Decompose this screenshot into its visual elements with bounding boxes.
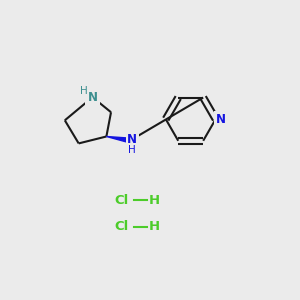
Text: H: H [128, 145, 136, 155]
Text: H: H [80, 86, 88, 96]
Text: H: H [149, 194, 160, 206]
Text: Cl: Cl [114, 220, 128, 233]
Text: N: N [127, 133, 137, 146]
Text: Cl: Cl [114, 194, 128, 206]
Text: N: N [216, 113, 226, 126]
Text: H: H [149, 220, 160, 233]
Text: N: N [88, 91, 98, 104]
Polygon shape [106, 136, 130, 143]
